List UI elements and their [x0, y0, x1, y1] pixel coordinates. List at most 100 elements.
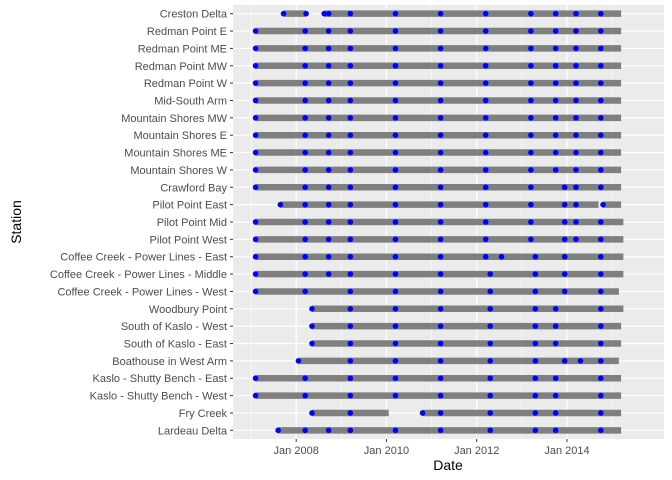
sample-point: [437, 392, 444, 399]
sample-point: [252, 184, 259, 191]
sample-point: [598, 167, 604, 173]
sample-point: [347, 62, 354, 69]
sample-point: [561, 236, 568, 243]
sample-point: [482, 97, 489, 104]
sample-point: [598, 288, 604, 295]
sample-point: [487, 306, 494, 312]
y-tick-label: Mountain Shores ME: [124, 148, 227, 160]
sample-point: [552, 97, 559, 104]
sample-point: [598, 392, 604, 399]
sample-point: [482, 201, 489, 208]
sample-point: [321, 10, 327, 17]
sample-point: [347, 80, 354, 86]
sample-point: [347, 10, 354, 17]
sample-point: [437, 375, 444, 382]
x-axis: Jan 2008 Jan 2010 Jan 2012 Jan 2014: [274, 439, 590, 457]
sample-point: [552, 340, 559, 347]
sample-point: [392, 115, 399, 121]
sample-point: [598, 184, 604, 191]
sample-point: [252, 288, 259, 295]
sample-point: [392, 167, 399, 173]
y-tick-label: Mountain Shores E: [133, 130, 227, 142]
sample-point: [347, 184, 354, 191]
sample-point: [498, 253, 505, 260]
sample-point: [419, 410, 426, 416]
y-tick-label: South of Kaslo - East: [124, 339, 227, 351]
sample-point: [552, 45, 559, 52]
x-tick-label: Jan 2008: [274, 445, 319, 457]
y-axis-title: Station: [8, 200, 24, 244]
sample-point: [437, 28, 444, 34]
sample-point: [573, 80, 579, 86]
y-tick-label: Redman Point E: [147, 26, 227, 38]
sample-point: [552, 80, 559, 86]
sample-point: [528, 80, 534, 86]
sample-point: [302, 288, 309, 295]
sample-point: [252, 236, 259, 243]
sample-point: [302, 219, 309, 225]
y-tick-label: Creston Delta: [160, 9, 228, 21]
y-tick-label: Pilot Point West: [150, 234, 227, 246]
sample-point: [598, 271, 604, 277]
sample-point: [325, 45, 332, 52]
sample-point: [347, 149, 354, 156]
sample-point: [252, 392, 259, 399]
sample-point: [528, 201, 534, 208]
sample-point: [532, 375, 539, 382]
sample-point: [598, 358, 604, 364]
sample-point: [552, 167, 559, 173]
sample-point: [532, 427, 539, 434]
sample-point: [482, 149, 489, 156]
sample-point: [561, 201, 568, 208]
sample-point: [392, 28, 399, 34]
sample-point: [252, 62, 259, 69]
sample-point: [302, 167, 309, 173]
sample-point: [528, 167, 534, 173]
y-tick-label: Kaslo - Shutty Bench - West: [90, 391, 227, 403]
sample-point: [347, 201, 354, 208]
y-tick-label: Fry Creek: [179, 408, 228, 420]
sample-point: [252, 253, 259, 260]
sample-point: [437, 306, 444, 312]
sample-point: [552, 427, 559, 434]
sample-point: [528, 97, 534, 104]
sample-point: [392, 392, 399, 399]
sample-point: [277, 201, 284, 208]
sample-point: [325, 167, 332, 173]
sample-point: [252, 115, 259, 121]
x-axis-title: Date: [433, 457, 463, 473]
sample-point: [392, 288, 399, 295]
sample-point: [598, 80, 604, 86]
sample-point: [598, 97, 604, 104]
sample-point: [598, 62, 604, 69]
sample-point: [598, 306, 604, 312]
sample-point: [552, 62, 559, 69]
sample-point: [487, 427, 494, 434]
sample-point: [392, 149, 399, 156]
sample-point: [487, 410, 494, 416]
sample-point: [302, 201, 309, 208]
sample-point: [561, 184, 568, 191]
sample-point: [573, 132, 579, 138]
station-timelines: [252, 10, 624, 434]
sample-point: [598, 427, 604, 434]
sample-point: [392, 236, 399, 243]
sample-point: [392, 323, 399, 329]
sample-point: [302, 392, 309, 399]
sample-point: [577, 358, 584, 364]
sample-point: [252, 167, 259, 173]
sample-point: [325, 132, 332, 138]
sample-point: [598, 219, 604, 225]
y-tick-label: Woodbury Point: [149, 304, 227, 316]
sample-point: [347, 306, 354, 312]
sample-point: [482, 10, 489, 17]
sample-point: [561, 253, 568, 260]
sample-point: [392, 358, 399, 364]
sample-point: [325, 427, 332, 434]
sample-point: [392, 62, 399, 69]
sample-point: [482, 236, 489, 243]
sample-point: [437, 236, 444, 243]
sample-point: [532, 271, 539, 277]
sample-point: [437, 253, 444, 260]
